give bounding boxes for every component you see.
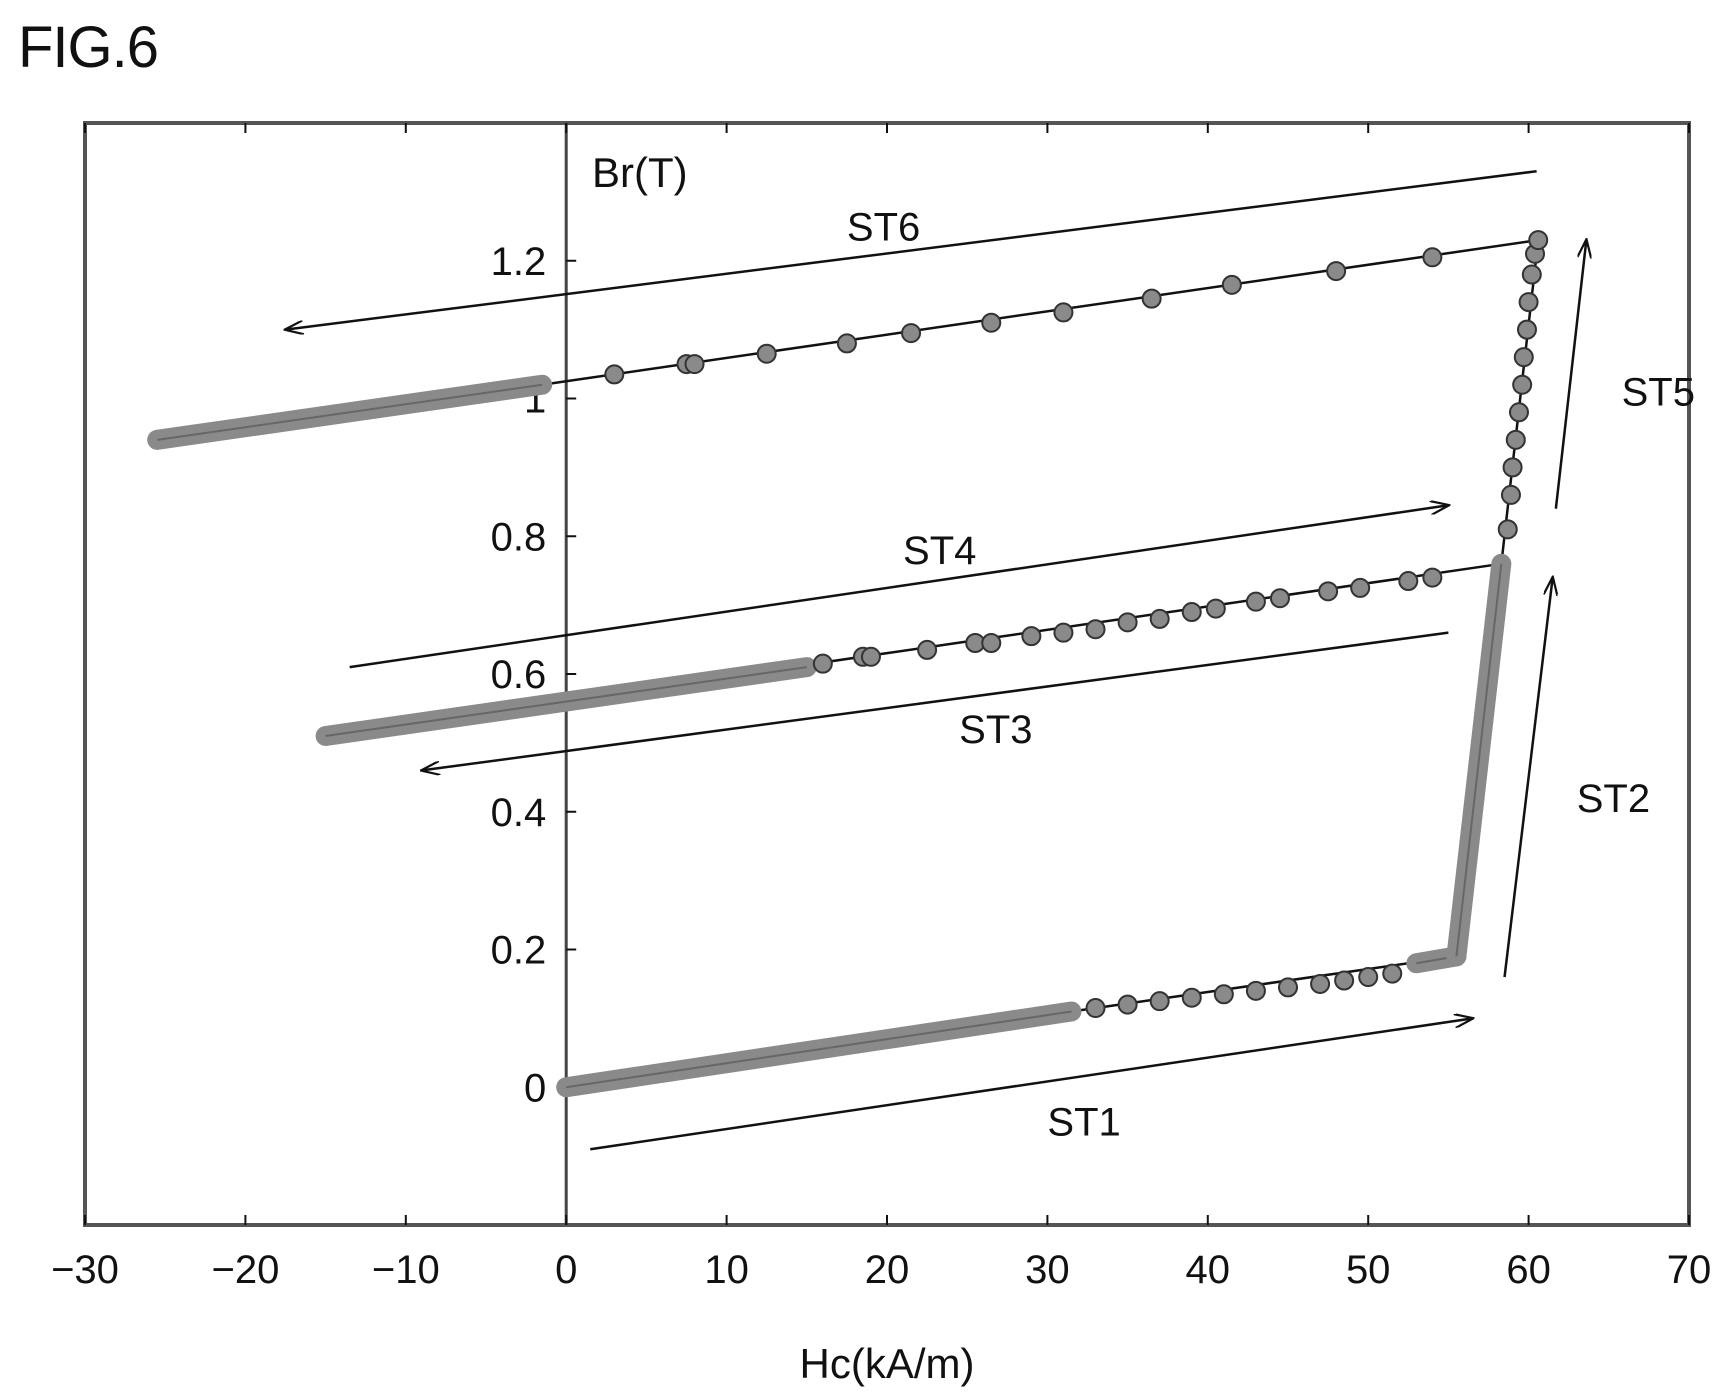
data-point [1505, 429, 1526, 450]
data-point [1085, 619, 1106, 640]
annotation-label: ST3 [959, 708, 1032, 752]
data-point [1502, 457, 1523, 478]
x-tick-label: 30 [1025, 1248, 1070, 1292]
data-point [1141, 288, 1162, 309]
data-point [860, 646, 881, 667]
x-tick-label: 20 [865, 1248, 910, 1292]
annotation-layer: ST1 ST2 ST3 ST4 ST5 ST6 [286, 169, 1695, 1151]
annotation-arrow [590, 1018, 1472, 1151]
data-point [1310, 973, 1331, 994]
annotation-label: ST2 [1577, 777, 1650, 821]
x-tick-label: 50 [1346, 1248, 1391, 1292]
annotation-arrow [349, 505, 1449, 669]
data-point [1149, 608, 1170, 629]
data-point [1213, 984, 1234, 1005]
y-tick-label: 1.2 [491, 240, 547, 284]
data-point [1021, 626, 1042, 647]
data-point [1053, 622, 1074, 643]
data-point [901, 323, 922, 344]
y-tick-label: 0.6 [491, 653, 547, 697]
y-tick-label: 0.4 [491, 791, 547, 835]
data-point [1521, 264, 1542, 285]
annotation-label: ST4 [903, 529, 976, 573]
annotation-label: ST5 [1622, 371, 1695, 415]
data-layer [147, 230, 1549, 1098]
annotation-arrow [286, 169, 1537, 329]
y-tick-label: 0.8 [491, 515, 547, 559]
y-tick-label: 0.2 [491, 929, 547, 973]
data-point [1205, 598, 1226, 619]
x-tick-label: 70 [1667, 1248, 1712, 1292]
data-point [1181, 987, 1202, 1008]
data-point [1497, 519, 1518, 540]
dense-marker-core [1455, 563, 1503, 957]
data-point [1382, 963, 1403, 984]
data-point [1500, 484, 1521, 505]
data-point [1245, 980, 1266, 1001]
data-point [1350, 577, 1371, 598]
data-point [917, 639, 938, 660]
x-tick-label: 60 [1506, 1248, 1551, 1292]
data-point [1512, 374, 1533, 395]
data-point [1516, 319, 1537, 340]
series-line-branch [790, 562, 1502, 669]
x-axis-title: Hc(kA/m) [800, 1340, 975, 1387]
data-point [1053, 302, 1074, 323]
figure-label: FIG.6 [18, 15, 159, 80]
annotation-arrow [1554, 240, 1586, 509]
y-axis-title: Br(T) [592, 149, 688, 196]
data-point [1326, 261, 1347, 282]
x-tick-label: −10 [372, 1248, 440, 1292]
data-point [1269, 588, 1290, 609]
x-tick-label: 0 [555, 1248, 577, 1292]
data-point [1513, 347, 1534, 368]
dense-marker-core [157, 383, 543, 441]
x-tick-label: −20 [211, 1248, 279, 1292]
data-point [836, 333, 857, 354]
plot-frame [83, 121, 1691, 1227]
data-point [1221, 274, 1242, 295]
data-point [981, 312, 1002, 333]
data-point [1518, 292, 1539, 313]
data-point [1318, 581, 1339, 602]
y-tick-label: 0 [524, 1066, 546, 1110]
data-point [684, 354, 705, 375]
annotation-label: ST1 [1047, 1101, 1120, 1145]
data-point [1528, 230, 1549, 251]
x-tick-label: 40 [1186, 1248, 1231, 1292]
data-point [1117, 612, 1138, 633]
x-tick-label: 10 [704, 1248, 749, 1292]
data-point [1508, 402, 1529, 423]
data-point [1358, 967, 1379, 988]
annotation-label: ST6 [847, 205, 920, 249]
x-tick-label: −30 [51, 1248, 119, 1292]
data-point [1334, 970, 1355, 991]
dense-marker-core [325, 666, 807, 737]
annotation-arrow [1503, 578, 1553, 978]
data-point [1117, 994, 1138, 1015]
dense-marker-core [566, 1010, 1072, 1089]
axes-layer: −30 −20 −10 0 10 20 30 40 50 60 7000.20.40.60.811.… [51, 123, 1711, 1292]
data-point [812, 653, 833, 674]
annotation-arrow [422, 631, 1449, 771]
data-point [1422, 567, 1443, 588]
data-point [1278, 977, 1298, 998]
data-point [604, 364, 625, 385]
data-point [1149, 991, 1170, 1012]
data-point [1245, 591, 1266, 612]
data-point [1085, 998, 1106, 1019]
data-point [1398, 571, 1419, 592]
data-point [981, 633, 1002, 654]
data-point [1181, 602, 1202, 623]
data-point [1422, 247, 1443, 268]
data-point [756, 343, 777, 364]
